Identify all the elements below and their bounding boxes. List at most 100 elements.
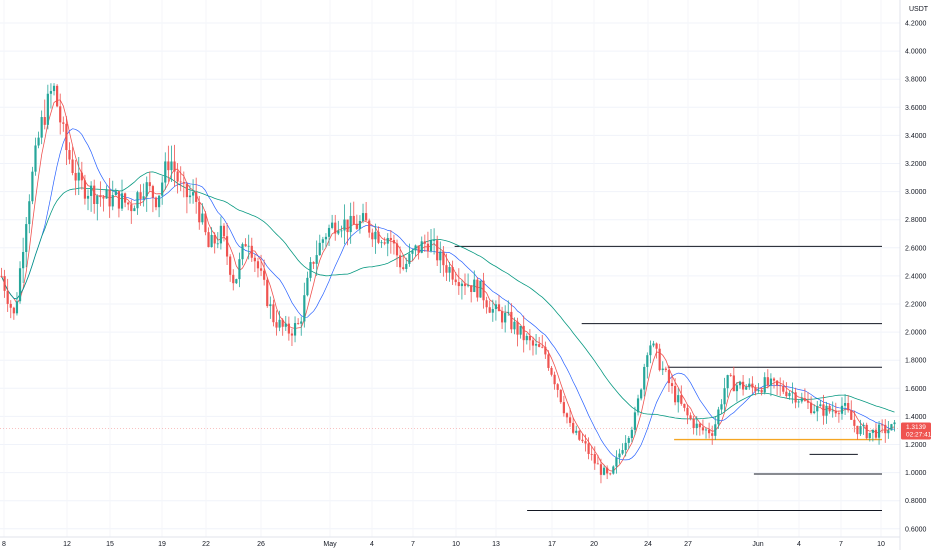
currency-label: USDT [909, 6, 929, 13]
candle-body [689, 415, 692, 419]
candle-body [358, 220, 362, 229]
candle-body [661, 368, 664, 371]
candle-body [809, 402, 813, 414]
moving-averages [1, 99, 895, 472]
candle-body [615, 457, 618, 467]
candle-body [837, 413, 840, 415]
candle-body [142, 196, 145, 199]
price-tick-label: 1.6000 [905, 386, 927, 393]
candle-body [806, 400, 810, 403]
candle-body [420, 241, 423, 253]
candle-body [365, 213, 368, 221]
candle-body [643, 366, 646, 390]
candle-body [667, 370, 671, 384]
candle-body [664, 368, 667, 371]
candle-body [738, 381, 742, 386]
price-tick-label: 3.8000 [905, 77, 927, 84]
candle-body [213, 234, 216, 244]
price-tick-label: 4.0000 [905, 49, 927, 56]
time-tick-label: 4 [370, 541, 374, 548]
moving-average-line [1, 99, 895, 472]
candle-body [572, 422, 575, 433]
countdown-timer: 02:27:41 [906, 431, 932, 438]
candle-body [281, 319, 284, 327]
candle-body [417, 245, 420, 253]
candle-body [510, 311, 513, 330]
candle-body [127, 202, 130, 205]
candle-body [813, 411, 816, 414]
candle-body [442, 251, 445, 266]
candle-body [46, 93, 49, 125]
candle-body [843, 403, 847, 406]
time-tick-label: 19 [158, 541, 166, 548]
candle-body [763, 377, 766, 393]
candle-body [164, 161, 167, 183]
candle-body [466, 285, 470, 287]
time-tick-label: 13 [492, 541, 500, 548]
candle-body [293, 323, 297, 336]
candle-body [219, 225, 222, 244]
candle-body [6, 290, 9, 304]
candle-body [745, 387, 748, 390]
price-tick-label: 2.2000 [905, 302, 927, 309]
candle-body [216, 243, 219, 245]
candle-body [853, 419, 856, 426]
candle-body [185, 183, 188, 198]
candle-body [161, 182, 164, 196]
candle-body [609, 473, 612, 475]
candle-body [266, 279, 269, 307]
candle-body [541, 346, 544, 348]
candle-body [522, 325, 525, 341]
price-tick-label: 3.4000 [905, 133, 927, 140]
current-price-badge: 1.3139 02:27:41 [901, 422, 932, 440]
candle-body [840, 405, 844, 414]
price-tick-label: 2.6000 [905, 245, 927, 252]
candle-body [139, 192, 142, 199]
candle-body [596, 463, 599, 465]
candle-body [22, 251, 25, 269]
candle-body [108, 189, 111, 207]
candle-body [238, 259, 241, 280]
candle-body [584, 441, 587, 444]
candle-body [93, 185, 96, 204]
price-tick-label: 3.2000 [905, 161, 927, 168]
candle-body [83, 180, 87, 199]
candle-body [306, 277, 309, 296]
candle-body [772, 378, 776, 381]
candle-body [337, 230, 340, 234]
candle-body [405, 263, 408, 269]
candle-body [680, 395, 683, 404]
candle-body [683, 403, 686, 408]
candle-body [538, 344, 541, 347]
candle-body [658, 348, 661, 371]
candle-body [828, 405, 831, 412]
candle-body [426, 243, 430, 252]
candle-body [732, 375, 735, 392]
candle-body [105, 189, 108, 199]
candle-body [800, 398, 803, 402]
candle-body [31, 171, 34, 202]
candle-body [782, 386, 785, 392]
candle-body [207, 232, 210, 248]
candle-body [28, 201, 31, 225]
time-tick-label: 20 [590, 541, 598, 548]
candle-body [433, 240, 436, 241]
candle-body [766, 377, 769, 386]
candle-body [516, 321, 519, 335]
candle-body [606, 467, 609, 474]
price-tick-label: 2.8000 [905, 217, 927, 224]
time-axis-labels: 8 12 15 19 22 26 May 4 7 10 13 17 20 24 27 Jun 4 7 10 [2, 541, 885, 548]
candle-body [68, 150, 71, 160]
candle-body [674, 386, 677, 403]
candle-body [565, 413, 569, 418]
candle-body [222, 225, 226, 237]
candle-body [742, 381, 745, 390]
candle-body [847, 403, 850, 411]
candle-body [494, 304, 497, 310]
candle-body [476, 279, 479, 298]
candle-body [590, 453, 593, 455]
candle-body [130, 204, 133, 212]
candle-body [12, 307, 15, 314]
price-tick-label: 4.2000 [905, 21, 927, 28]
candle-body [65, 123, 68, 151]
